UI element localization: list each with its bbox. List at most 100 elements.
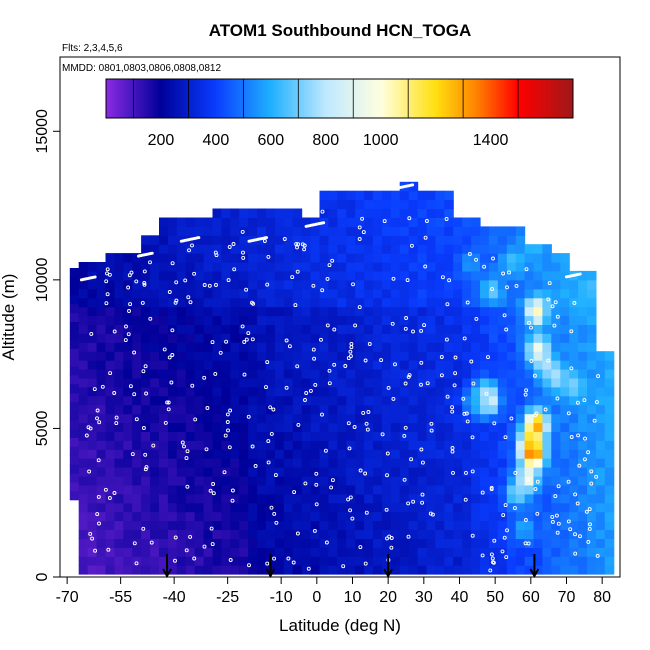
- heatmap-cell: [373, 565, 383, 575]
- heatmap-cell: [96, 315, 107, 325]
- sample-point: [385, 451, 390, 456]
- heatmap-cell: [239, 413, 249, 424]
- heatmap-cell: [212, 565, 222, 575]
- heatmap-cell: [132, 297, 142, 308]
- heatmap-cell: [533, 244, 543, 254]
- heatmap-cell: [408, 404, 419, 415]
- heatmap-cell: [578, 377, 588, 388]
- heatmap-cell: [426, 511, 436, 522]
- sample-point: [166, 400, 171, 405]
- heatmap-cell: [551, 529, 561, 539]
- heatmap-cell: [506, 262, 517, 272]
- sample-point: [566, 479, 571, 484]
- heatmap-cell: [283, 511, 294, 522]
- heatmap-cell: [257, 538, 267, 548]
- heatmap-cell: [328, 351, 338, 361]
- heatmap-cell: [301, 440, 312, 450]
- heatmap-cell: [283, 306, 294, 317]
- heatmap-cell: [292, 538, 303, 548]
- heatmap-cell: [595, 431, 606, 441]
- heatmap-cell: [364, 395, 374, 406]
- sample-point: [320, 412, 324, 417]
- heatmap-cell: [319, 520, 329, 530]
- heatmap-cell: [426, 262, 436, 272]
- heatmap-cell: [417, 351, 428, 361]
- heatmap-cell: [87, 502, 98, 513]
- heatmap-cell: [426, 324, 436, 334]
- heatmap-cell: [488, 538, 499, 548]
- heatmap-cell: [533, 253, 543, 263]
- heatmap-cell: [515, 484, 526, 495]
- heatmap-cell: [578, 484, 588, 495]
- sample-point: [503, 503, 508, 508]
- x-tick-label: -25: [216, 589, 239, 606]
- heatmap-cell: [150, 476, 160, 486]
- sample-point: [272, 556, 277, 561]
- heatmap-cell: [150, 351, 160, 361]
- heatmap-cell: [266, 386, 276, 397]
- heatmap-cell: [248, 351, 258, 361]
- sample-point: [488, 568, 493, 573]
- heatmap-cell: [78, 315, 89, 325]
- heatmap-cell: [560, 467, 570, 477]
- heatmap-cell: [471, 493, 481, 504]
- heatmap-cell: [257, 413, 267, 424]
- heatmap-cell: [239, 431, 249, 441]
- heatmap-cell: [176, 386, 187, 397]
- sample-point: [419, 328, 424, 333]
- heatmap-cell: [248, 493, 258, 504]
- heatmap-cell: [408, 386, 419, 397]
- heatmap-cell: [551, 253, 561, 263]
- sample-point: [211, 491, 216, 496]
- sample-point: [228, 558, 233, 562]
- heatmap-cell: [471, 511, 481, 522]
- heatmap-cell: [417, 360, 428, 370]
- heatmap-cell: [328, 208, 338, 218]
- heatmap-cell: [105, 262, 115, 272]
- heatmap-cell: [239, 422, 249, 432]
- heatmap-cell: [524, 413, 535, 424]
- heatmap-cell: [159, 377, 169, 388]
- heatmap-cell: [524, 511, 535, 522]
- heatmap-cell: [176, 297, 187, 308]
- heatmap-cell: [587, 369, 597, 379]
- colorbar-segment: [482, 79, 486, 118]
- heatmap-cell: [578, 422, 588, 432]
- heatmap-cell: [480, 369, 490, 379]
- sample-point: [404, 316, 409, 320]
- heatmap-cell: [274, 484, 285, 495]
- heatmap-cell: [132, 360, 142, 370]
- sample-point: [134, 417, 139, 422]
- heatmap-cell: [96, 333, 107, 343]
- heatmap-cell: [96, 458, 107, 468]
- heatmap-cell: [444, 244, 454, 254]
- colorbar-segment: [309, 79, 313, 118]
- heatmap-cell: [274, 270, 285, 281]
- heatmap-cell: [444, 324, 454, 334]
- flight-marker-arrowhead: [162, 568, 172, 579]
- heatmap-cell: [524, 422, 535, 432]
- heatmap-cell: [274, 556, 285, 566]
- heatmap-cell: [69, 428, 80, 438]
- heatmap-cell: [390, 493, 401, 504]
- sample-point: [419, 382, 423, 387]
- heatmap-cell: [123, 511, 133, 522]
- heatmap-cell: [578, 297, 588, 308]
- heatmap-cell: [328, 262, 338, 272]
- colorbar-segment: [553, 79, 558, 118]
- heatmap-cell: [266, 395, 276, 406]
- heatmap-cell: [230, 377, 240, 388]
- heatmap-cell: [176, 369, 187, 379]
- colorbar-segment: [328, 79, 332, 118]
- sample-point: [167, 290, 172, 294]
- heatmap-cell: [408, 244, 419, 254]
- heatmap-cell: [346, 511, 356, 522]
- colorbar-segment: [355, 79, 360, 118]
- sample-point: [532, 373, 537, 378]
- colorbar-segment: [490, 79, 494, 118]
- heatmap-cell: [364, 208, 374, 218]
- heatmap-cell: [408, 440, 419, 450]
- heatmap-cell: [435, 520, 445, 530]
- heatmap-cell: [480, 253, 490, 263]
- heatmap-cell: [132, 556, 142, 566]
